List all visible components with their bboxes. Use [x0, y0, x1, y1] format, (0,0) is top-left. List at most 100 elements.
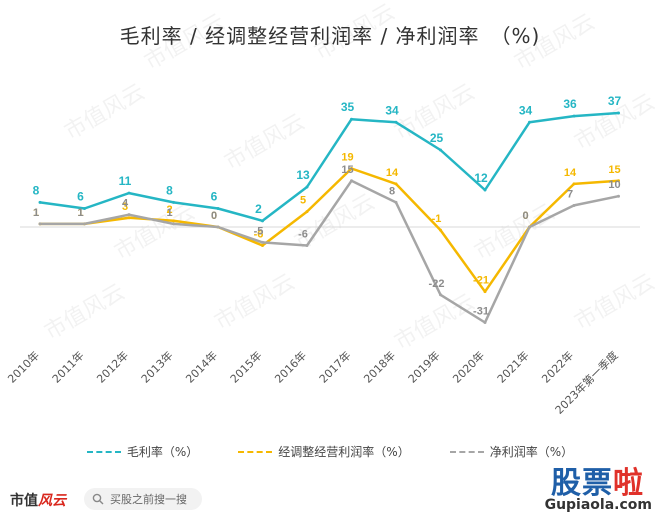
x-tick-label-1: 2011年 [49, 348, 86, 385]
data-point-gross-3 [172, 200, 175, 204]
watermark-text-2: 市值风云 [511, 10, 600, 76]
data-label-adjusted-2: 3 [122, 201, 128, 213]
data-point-adjusted-5 [261, 243, 264, 247]
footer-logo[interactable]: 市值风云 [10, 490, 66, 510]
data-point-net-2 [127, 213, 131, 217]
footer-bar: 市值风云 买股之前搜一搜 [0, 482, 660, 521]
legend-swatch-net [449, 450, 484, 453]
data-label-net-2: 4 [122, 198, 129, 210]
legend-label-gross: 毛利率（%） [126, 445, 199, 459]
data-point-adjusted-3 [172, 219, 175, 223]
data-point-adjusted-13 [617, 179, 620, 183]
data-point-adjusted-10 [483, 290, 487, 294]
watermark-text-3: 市值风云 [61, 80, 150, 146]
data-point-net-4 [216, 225, 220, 229]
data-label-net-7: 15 [341, 164, 353, 176]
data-point-gross-10 [483, 188, 487, 192]
legend-swatch-adjusted [238, 450, 273, 453]
chart-title: 毛利率 / 经调整经营利润率 / 净利润率 （%) [119, 24, 541, 48]
data-label-net-1: 1 [77, 207, 83, 219]
data-point-adjusted-12 [572, 182, 576, 186]
site-watermark: Gupiaola.com [544, 497, 652, 513]
data-point-gross-8 [394, 120, 398, 124]
search-placeholder: 买股之前搜一搜 [110, 493, 187, 506]
x-tick-label-4: 2014年 [183, 348, 220, 385]
data-label-adjusted-1: 1 [77, 207, 83, 219]
data-point-net-0 [38, 222, 42, 226]
data-label-net-12: 7 [567, 188, 573, 200]
watermark-text-10: 市值风云 [41, 280, 130, 346]
data-point-adjusted-8 [394, 182, 398, 186]
data-label-gross-0: 8 [33, 183, 40, 197]
data-label-adjusted-3: 2 [166, 204, 172, 216]
data-label-net-4: 0 [211, 210, 217, 222]
x-tick-label-3: 2013年 [138, 348, 175, 385]
data-point-net-8 [394, 200, 398, 204]
x-tick-label-6: 2016年 [272, 348, 309, 385]
series-line-gross [39, 111, 619, 223]
data-point-net-7 [350, 179, 353, 183]
data-point-gross-0 [38, 200, 42, 204]
data-label-adjusted-13: 15 [608, 164, 620, 176]
watermark-text-1: 市值风云 [311, 0, 400, 65]
data-point-net-9 [439, 293, 442, 297]
data-label-adjusted-0: 1 [33, 207, 39, 219]
series-points [38, 111, 620, 324]
data-label-adjusted-6: 5 [300, 195, 306, 207]
watermark-text-12: 市值风云 [391, 290, 480, 356]
data-label-net-0: 1 [33, 207, 39, 219]
data-point-gross-1 [83, 207, 86, 211]
data-label-net-3: 1 [166, 207, 172, 219]
data-label-adjusted-5: -6 [254, 228, 264, 240]
data-point-gross-5 [261, 219, 264, 223]
data-point-gross-6 [305, 185, 309, 189]
x-tick-label-5: 2015年 [227, 348, 264, 385]
data-point-net-13 [617, 194, 620, 198]
data-point-adjusted-2 [127, 216, 131, 220]
data-label-adjusted-12: 14 [564, 167, 577, 179]
x-tick-label-0: 2010年 [5, 348, 42, 385]
watermark-text-11: 市值风云 [211, 270, 300, 336]
data-label-gross-8: 34 [385, 103, 399, 117]
search-box[interactable]: 买股之前搜一搜 [84, 488, 202, 510]
legend-item-adjusted: 经调整经营利润率（%） [238, 443, 410, 460]
data-point-adjusted-9 [439, 228, 442, 232]
brand-watermark: 股票啦 [551, 458, 644, 502]
watermark-text-0: 市值风云 [141, 10, 230, 76]
data-label-net-10: -31 [473, 305, 489, 317]
search-icon [92, 493, 104, 505]
data-label-net-13: 10 [608, 179, 620, 191]
data-point-net-5 [261, 240, 264, 244]
data-label-adjusted-11: 0 [522, 210, 528, 222]
data-label-net-9: -22 [429, 278, 445, 290]
data-point-gross-4 [216, 207, 220, 211]
data-label-net-5: -5 [254, 225, 264, 237]
legend-swatch-gross [86, 450, 121, 453]
data-label-adjusted-8: 14 [386, 167, 399, 179]
brand-watermark-accent: 啦 [613, 466, 644, 501]
data-label-gross-11: 34 [519, 103, 533, 117]
data-point-net-12 [572, 203, 576, 207]
data-label-gross-3: 8 [166, 183, 173, 197]
x-tick-label-7: 2017年 [316, 348, 353, 385]
x-axis-tick-labels: 2010年 2011年 2012年 2013年 2014年 2015年 2016年 2017年… [5, 348, 621, 417]
data-point-gross-9 [439, 148, 442, 152]
data-point-net-3 [172, 222, 175, 226]
data-point-gross-11 [528, 120, 531, 124]
data-point-gross-2 [127, 191, 131, 195]
footer-logo-main: 市值 [10, 493, 38, 509]
data-point-net-11 [528, 225, 531, 229]
data-label-gross-12: 36 [563, 97, 577, 111]
watermark-text-4: 市值风云 [221, 110, 310, 176]
series-line-net [40, 179, 619, 324]
data-point-adjusted-6 [305, 210, 309, 214]
data-label-gross-6: 13 [296, 168, 310, 182]
data-label-gross-1: 6 [77, 190, 84, 204]
data-label-adjusted-7: 19 [341, 151, 353, 163]
data-label-net-11: 0 [522, 210, 528, 222]
chart-legend: 毛利率（%） 经调整经营利润率（%） 净利润率（%） [0, 443, 660, 460]
series-lines [39, 111, 619, 324]
data-point-net-1 [83, 222, 86, 226]
